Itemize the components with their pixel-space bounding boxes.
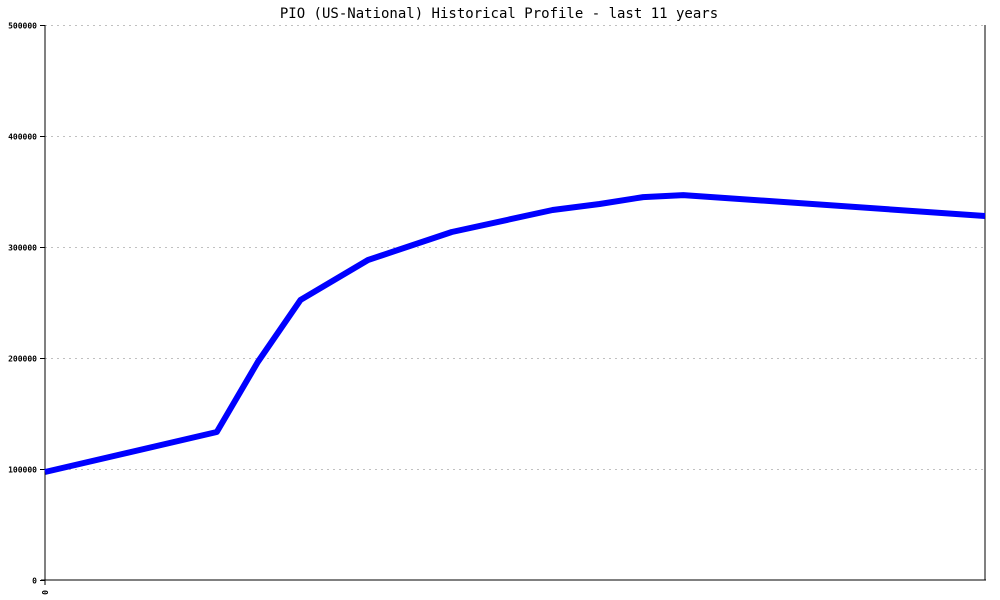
y-tick-label: 200000 [8,355,37,364]
x-tick-label: 0 [41,590,50,595]
y-tick-label: 100000 [8,466,37,475]
y-tick-label: 400000 [8,133,37,142]
series-group [44,192,986,475]
y-tick-label: 500000 [8,22,37,31]
series-line [44,192,986,475]
y-axis-ticks: 0 100000 200000 300000 400000 500000 [8,22,45,586]
y-tick-label: 300000 [8,244,37,253]
grid [45,25,985,470]
y-tick-label: 0 [32,577,37,586]
chart-title: PIO (US-National) Historical Profile - l… [280,6,718,22]
